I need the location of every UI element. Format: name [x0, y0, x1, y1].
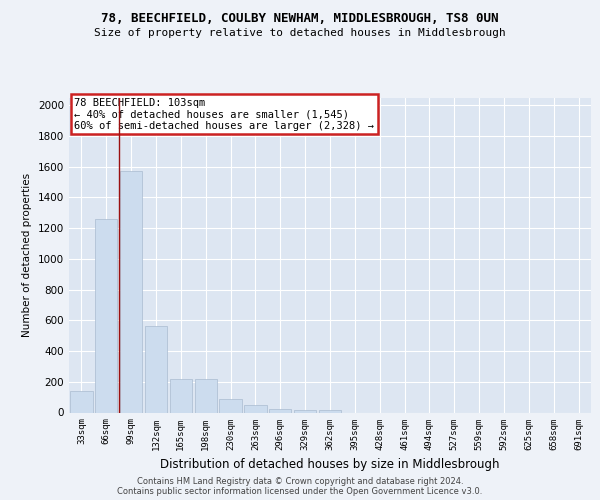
Y-axis label: Number of detached properties: Number of detached properties [22, 173, 32, 337]
Bar [269, 408, 292, 412]
X-axis label: Distribution of detached houses by size in Middlesbrough: Distribution of detached houses by size … [160, 458, 500, 471]
Bar [220, 398, 242, 412]
Bar [145, 326, 167, 412]
Text: 78, BEECHFIELD, COULBY NEWHAM, MIDDLESBROUGH, TS8 0UN: 78, BEECHFIELD, COULBY NEWHAM, MIDDLESBR… [101, 12, 499, 26]
Bar [319, 410, 341, 412]
Bar [170, 380, 192, 412]
Text: Contains HM Land Registry data © Crown copyright and database right 2024.: Contains HM Land Registry data © Crown c… [137, 477, 463, 486]
Bar [194, 380, 217, 412]
Bar [95, 219, 118, 412]
Bar [120, 172, 142, 412]
Bar [70, 391, 92, 412]
Bar [244, 405, 266, 412]
Bar [294, 410, 316, 412]
Text: Size of property relative to detached houses in Middlesbrough: Size of property relative to detached ho… [94, 28, 506, 38]
Text: 78 BEECHFIELD: 103sqm
← 40% of detached houses are smaller (1,545)
60% of semi-d: 78 BEECHFIELD: 103sqm ← 40% of detached … [74, 98, 374, 130]
Text: Contains public sector information licensed under the Open Government Licence v3: Contains public sector information licen… [118, 487, 482, 496]
